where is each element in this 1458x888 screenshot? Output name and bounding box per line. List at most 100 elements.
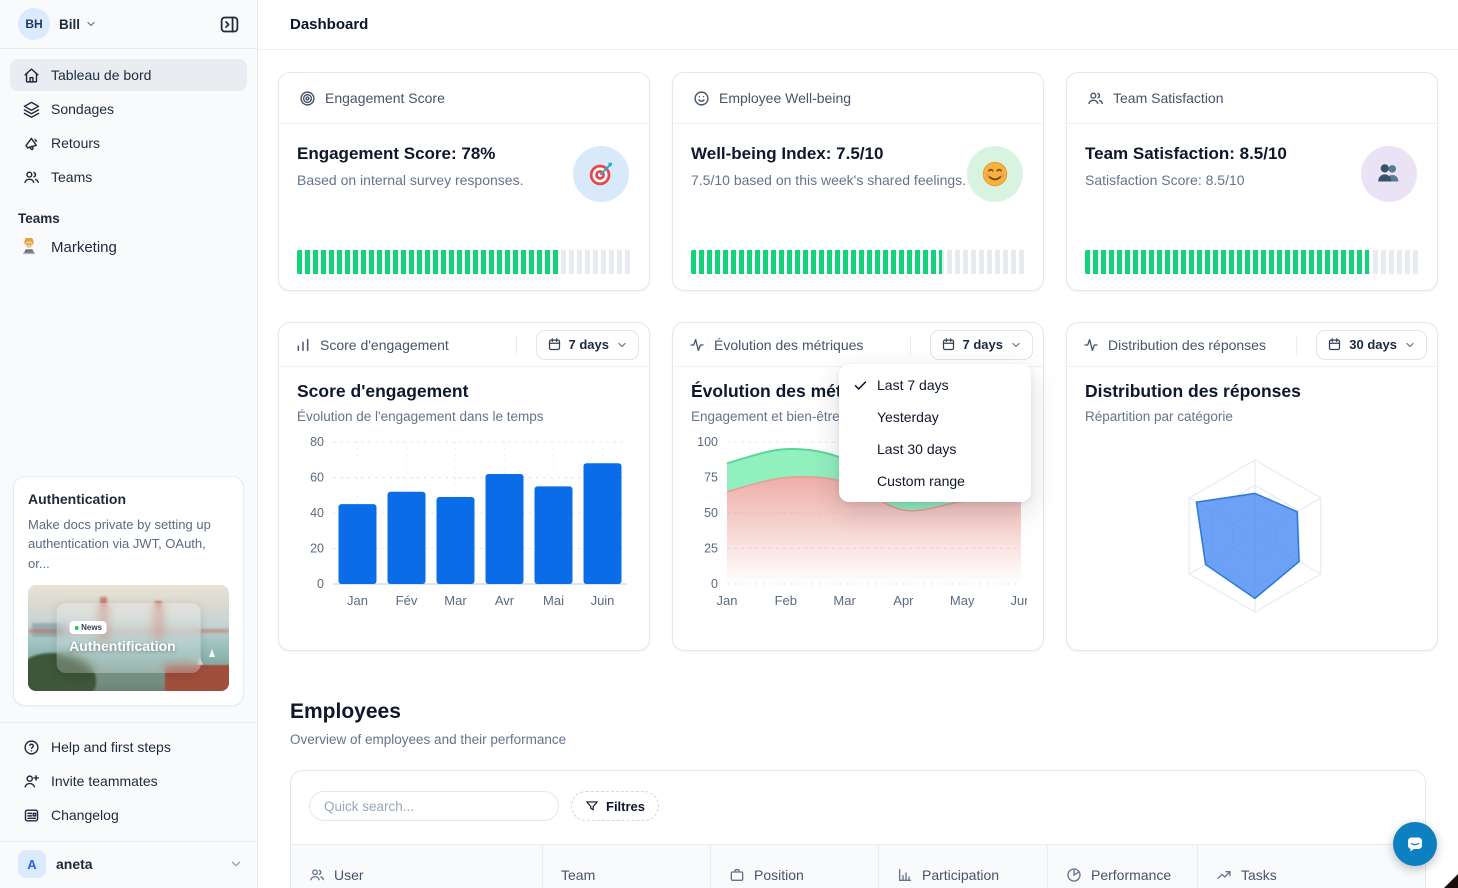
smiley-icon bbox=[693, 90, 710, 107]
chevron-down-icon bbox=[1404, 339, 1416, 351]
sidebar-item-tableau-de-bord[interactable]: Tableau de bord bbox=[10, 59, 247, 91]
column-label: Participation bbox=[922, 866, 1000, 883]
promo-overlay-card: News Authentification bbox=[56, 603, 201, 673]
card-body: Well-being Index: 7.5/10 7.5/10 based on… bbox=[673, 124, 1043, 290]
busts-in-silhouette-emoji bbox=[1361, 146, 1417, 202]
card-body: Engagement Score: 78% Based on internal … bbox=[279, 124, 649, 290]
activity-icon bbox=[1083, 337, 1099, 353]
chevron-down-icon[interactable] bbox=[85, 18, 97, 30]
sidebar-item-teams[interactable]: Teams bbox=[10, 161, 247, 193]
card-team-satisfaction: Team Satisfaction Team Satisfaction: 8.5… bbox=[1066, 72, 1438, 291]
employees-section: Employees Overview of employees and thei… bbox=[278, 700, 1438, 888]
card-header-label: Engagement Score bbox=[325, 90, 445, 106]
svg-text:Mai: Mai bbox=[543, 593, 564, 608]
page-title: Dashboard bbox=[290, 16, 369, 33]
sidebar-item-label: Tableau de bord bbox=[51, 67, 152, 83]
chevron-down-icon bbox=[1010, 339, 1022, 351]
column-header-team[interactable]: Team bbox=[542, 845, 710, 888]
sidebar-item-help[interactable]: Help and first steps bbox=[10, 731, 247, 763]
funnel-icon bbox=[585, 799, 599, 813]
menu-item-custom-range[interactable]: Custom range bbox=[839, 465, 1031, 497]
promo-title: Authentication bbox=[28, 490, 126, 507]
well-being-progress-bar bbox=[691, 250, 1025, 274]
bar-chart-icon bbox=[295, 337, 311, 353]
svg-text:0: 0 bbox=[711, 577, 718, 591]
sidebar-item-label: Retours bbox=[51, 135, 101, 151]
menu-item-last-7-days[interactable]: Last 7 days bbox=[839, 369, 1031, 401]
activity-icon bbox=[689, 337, 705, 353]
chart-card-body: Score d'engagement Évolution de l'engage… bbox=[279, 367, 649, 612]
chart-card-label: Distribution des réponses bbox=[1108, 336, 1266, 353]
mouse-cursor bbox=[1444, 874, 1458, 888]
svg-text:Mar: Mar bbox=[444, 593, 467, 608]
column-header-user[interactable]: User bbox=[291, 845, 542, 888]
chart-card-header: Distribution des réponses 30 days bbox=[1067, 323, 1437, 367]
chart-card-label: Score d'engagement bbox=[320, 336, 449, 353]
stat-title: Engagement Score: 78% bbox=[297, 144, 496, 163]
card-engagement-score: Engagement Score Engagement Score: 78% B… bbox=[278, 72, 650, 291]
layers-icon bbox=[23, 101, 40, 118]
column-header-position[interactable]: Position bbox=[710, 845, 878, 888]
range-selector-button[interactable]: 7 days bbox=[535, 329, 639, 360]
chat-widget-button[interactable] bbox=[1393, 822, 1437, 866]
divider bbox=[1296, 334, 1298, 355]
svg-text:Jan: Jan bbox=[347, 593, 368, 608]
sidebar-item-label: Help and first steps bbox=[51, 739, 171, 755]
card-distribution-reponses: Distribution des réponses 30 days bbox=[1066, 322, 1438, 651]
collapse-sidebar-button[interactable] bbox=[215, 10, 243, 38]
calendar-icon bbox=[941, 337, 956, 352]
svg-text:50: 50 bbox=[704, 506, 718, 520]
engagement-bar-chart: 0 20 40 60 80 Jan Fév Mar Avr Mai Juin bbox=[297, 434, 631, 612]
card-employee-well-being: Employee Well-being Well-being Index: 7.… bbox=[672, 72, 1044, 291]
sidebar-item-marketing[interactable]: Marketing bbox=[0, 230, 257, 264]
menu-item-label: Last 30 days bbox=[877, 441, 957, 457]
svg-text:40: 40 bbox=[310, 506, 324, 520]
user-name[interactable]: Bill bbox=[59, 16, 81, 32]
employees-title: Employees bbox=[290, 700, 401, 723]
chart-subtitle: Engagement et bien-être bbox=[691, 409, 840, 424]
promo-image-title: Authentification bbox=[69, 638, 176, 655]
column-label: Team bbox=[561, 866, 596, 883]
sidebar-item-invite[interactable]: Invite teammates bbox=[10, 765, 247, 797]
svg-text:0: 0 bbox=[317, 577, 324, 591]
menu-item-label: Last 7 days bbox=[877, 377, 949, 393]
menu-item-yesterday[interactable]: Yesterday bbox=[839, 401, 1031, 433]
range-selector-button[interactable]: 30 days bbox=[1316, 329, 1427, 360]
menu-item-last-30-days[interactable]: Last 30 days bbox=[839, 433, 1031, 465]
sidebar-item-label: Sondages bbox=[51, 101, 115, 117]
distribution-radar-chart bbox=[1085, 434, 1419, 638]
column-header-performance[interactable]: Performance bbox=[1047, 845, 1197, 888]
sidebar-item-retours[interactable]: Retours bbox=[10, 127, 247, 159]
card-header: Employee Well-being bbox=[673, 73, 1043, 124]
sidebar-item-changelog[interactable]: Changelog bbox=[10, 799, 247, 831]
promo-card-authentication[interactable]: Authentication Make docs private by sett… bbox=[13, 475, 244, 706]
workspace-switcher[interactable]: A aneta bbox=[0, 841, 257, 888]
user-avatar[interactable]: BH bbox=[18, 8, 50, 40]
card-header: Team Satisfaction bbox=[1067, 73, 1437, 124]
smiling-face-emoji bbox=[967, 146, 1023, 202]
sidebar-item-sondages[interactable]: Sondages bbox=[10, 93, 247, 125]
column-header-participation[interactable]: Participation bbox=[878, 845, 1047, 888]
briefcase-icon bbox=[729, 867, 745, 883]
stat-title: Well-being Index: 7.5/10 bbox=[691, 144, 884, 163]
satisfaction-progress-bar bbox=[1085, 250, 1419, 274]
chart-subtitle: Évolution de l'engagement dans le temps bbox=[297, 409, 544, 424]
workspace-name: aneta bbox=[56, 856, 93, 872]
svg-text:Avr: Avr bbox=[495, 593, 515, 608]
megaphone-icon bbox=[23, 135, 40, 152]
search-input[interactable] bbox=[309, 791, 559, 821]
svg-text:Fév: Fév bbox=[396, 593, 418, 608]
sidebar-spacer bbox=[0, 264, 257, 476]
column-header-tasks[interactable]: Tasks bbox=[1197, 845, 1425, 888]
employees-card: Filtres User Team bbox=[290, 770, 1426, 888]
sidebar-nav: Tableau de bord Sondages Retours Teams bbox=[0, 49, 257, 195]
help-circle-icon bbox=[23, 739, 40, 756]
range-selector-button[interactable]: 7 days bbox=[929, 329, 1033, 360]
promo-image[interactable]: News Authentification bbox=[28, 585, 229, 691]
filters-button[interactable]: Filtres bbox=[571, 791, 660, 821]
team-label: Marketing bbox=[51, 238, 117, 256]
sidebar-item-label: Invite teammates bbox=[51, 773, 158, 789]
topbar: Dashboard bbox=[258, 0, 1458, 50]
sidebar-item-label: Changelog bbox=[51, 807, 119, 823]
